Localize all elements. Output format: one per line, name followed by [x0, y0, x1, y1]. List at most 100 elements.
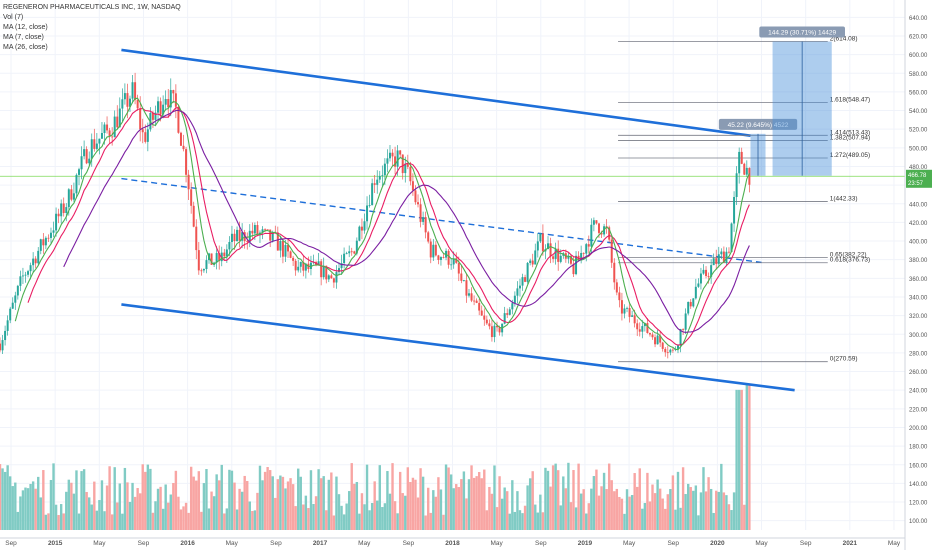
candle-body — [511, 303, 514, 310]
candle-body — [106, 124, 109, 131]
candle-body — [524, 277, 527, 282]
candle-body — [406, 163, 409, 167]
candle-body — [78, 169, 81, 175]
candle-body — [414, 190, 417, 203]
volume-bar — [506, 491, 509, 530]
volume-bar — [694, 485, 698, 530]
volume-bar — [511, 480, 514, 530]
candle-body — [309, 262, 312, 269]
volume-bar — [643, 502, 647, 530]
candle-body — [547, 243, 550, 250]
volume-bar — [391, 463, 394, 530]
volume-bar — [144, 471, 147, 530]
candle-body — [131, 82, 134, 99]
candle-body — [615, 282, 618, 293]
candle-body — [343, 253, 346, 264]
candle-body — [684, 313, 687, 330]
volume-bar — [26, 488, 30, 530]
volume-bar — [42, 470, 45, 530]
candle-body — [371, 183, 374, 206]
y-tick-label: 440.00 — [909, 202, 928, 208]
volume-bar — [11, 486, 14, 530]
candle-body — [475, 300, 478, 303]
volume-bar — [393, 501, 397, 530]
volume-bar — [503, 487, 506, 530]
x-tick-label: Sep — [800, 540, 812, 547]
candle-body — [223, 252, 226, 257]
volume-bar — [281, 476, 285, 530]
candle-body — [394, 156, 397, 167]
volume-bar — [80, 471, 83, 530]
volume-bar — [623, 513, 626, 530]
volume-bar — [740, 389, 743, 530]
candle-body — [467, 293, 470, 296]
candle-body — [396, 150, 399, 167]
volume-bar — [434, 496, 438, 530]
candle-body — [182, 145, 185, 150]
volume-bar — [212, 496, 216, 530]
volume-bar — [253, 510, 257, 530]
candle-body — [304, 263, 307, 271]
volume-bar — [31, 481, 35, 530]
y-tick-label: 200.00 — [909, 426, 928, 432]
volume-bar — [70, 482, 73, 530]
volume-bar — [615, 488, 619, 530]
candle-body — [473, 300, 476, 302]
candle-body — [460, 273, 463, 281]
volume-bar — [674, 509, 677, 530]
volume-bar — [121, 513, 124, 530]
candle-body — [437, 255, 440, 260]
volume-bar — [376, 500, 379, 530]
candle-body — [478, 302, 481, 311]
candle-body — [55, 213, 58, 231]
volume-bar — [325, 510, 328, 530]
candle-body — [169, 90, 172, 108]
volume-bar — [411, 477, 415, 530]
volume-bar — [44, 514, 48, 530]
candle-body — [671, 349, 674, 351]
candle-body — [233, 233, 236, 242]
volume-bar — [378, 465, 381, 530]
volume-bar — [452, 488, 455, 530]
candle-body — [488, 323, 491, 327]
candle-body — [646, 322, 649, 334]
candle-body — [399, 150, 402, 155]
y-tick-label: 340.00 — [909, 295, 928, 301]
volume-bar — [294, 506, 297, 530]
volume-bar — [597, 495, 601, 530]
candle-body — [60, 203, 63, 217]
candle-body — [580, 252, 583, 260]
candle-body — [187, 174, 190, 190]
volume-bar — [98, 500, 101, 530]
candle-body — [506, 313, 509, 315]
candle-body — [210, 253, 213, 265]
candle-body — [83, 149, 86, 157]
candle-body — [164, 99, 167, 105]
candle-body — [253, 225, 256, 234]
volume-bar — [131, 482, 134, 530]
volume-bar — [355, 482, 359, 530]
volume-bar — [146, 464, 150, 530]
candle-body — [485, 319, 488, 324]
volume-bar — [401, 493, 404, 530]
volume-bar — [669, 489, 672, 530]
volume-bar — [712, 512, 715, 530]
candle-body — [600, 232, 603, 235]
fib-label: 2(614.08) — [830, 35, 858, 42]
candle-body — [139, 108, 142, 130]
volume-bar — [658, 488, 662, 530]
candle-body — [98, 138, 101, 144]
current-price-value: 466.78 — [908, 173, 927, 179]
volume-bar — [541, 512, 545, 530]
y-tick-label: 320.00 — [909, 314, 928, 320]
candle-body — [503, 313, 506, 324]
volume-bar — [465, 498, 468, 530]
candle-body — [518, 285, 521, 289]
volume-bar — [536, 512, 540, 530]
volume-bar — [577, 463, 580, 530]
volume-bar — [602, 472, 606, 530]
candle-body — [567, 255, 570, 259]
volume-bar — [725, 495, 728, 530]
